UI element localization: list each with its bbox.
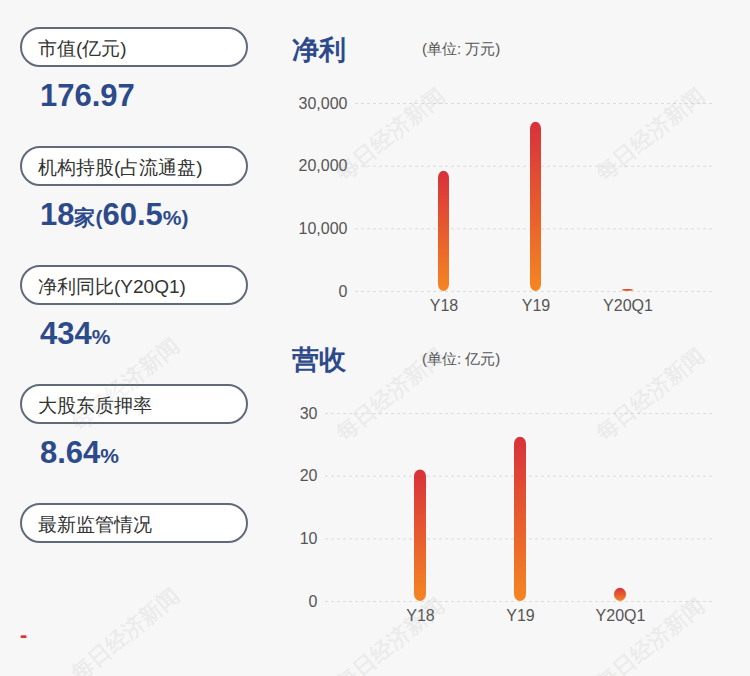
svg-text:每日经济新闻: 每日经济新闻	[591, 342, 709, 447]
svg-text:每日经济新闻: 每日经济新闻	[591, 82, 709, 187]
svg-text:Y18: Y18	[406, 607, 435, 624]
svg-text:每日经济新闻: 每日经济新闻	[331, 342, 449, 447]
svg-text:20: 20	[300, 467, 318, 484]
svg-text:10: 10	[300, 530, 318, 547]
svg-text:30: 30	[300, 405, 318, 422]
svg-text:Y20Q1: Y20Q1	[603, 297, 653, 314]
svg-text:30,000: 30,000	[299, 95, 348, 112]
svg-text:每日经济新闻: 每日经济新闻	[331, 82, 449, 187]
svg-text:每日经济新闻: 每日经济新闻	[66, 332, 184, 437]
svg-text:20,000: 20,000	[299, 157, 348, 174]
svg-text:0: 0	[309, 593, 318, 610]
svg-text:每日经济新闻: 每日经济新闻	[591, 592, 709, 676]
svg-text:每日经济新闻: 每日经济新闻	[331, 592, 449, 676]
svg-text:Y19: Y19	[506, 607, 535, 624]
svg-text:10,000: 10,000	[299, 220, 348, 237]
svg-text:Y18: Y18	[430, 297, 459, 314]
svg-text:Y20Q1: Y20Q1	[596, 607, 646, 624]
svg-text:0: 0	[339, 283, 348, 300]
svg-text:Y19: Y19	[522, 297, 551, 314]
svg-text:每日经济新闻: 每日经济新闻	[66, 582, 184, 676]
